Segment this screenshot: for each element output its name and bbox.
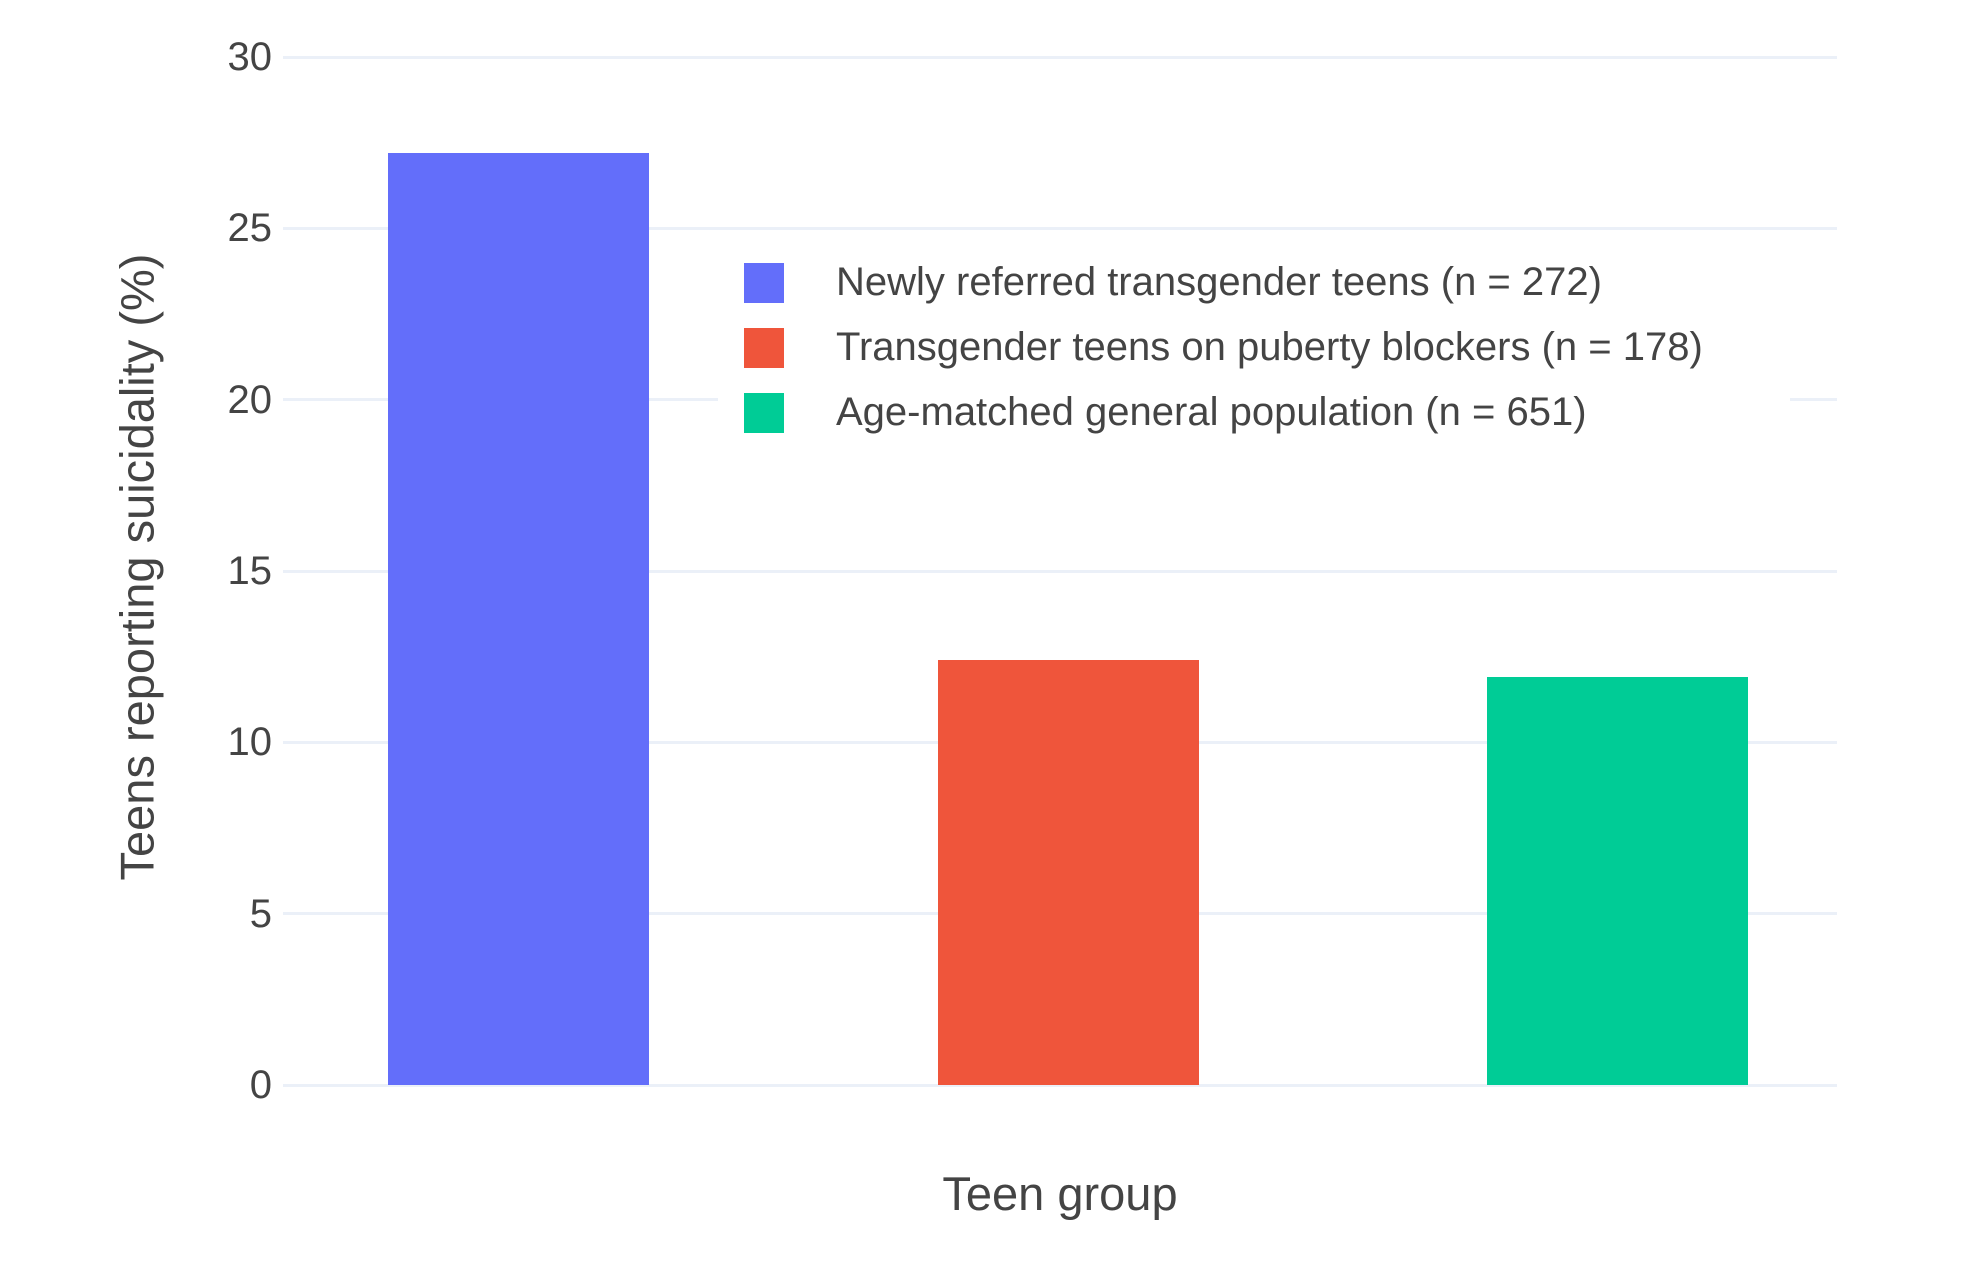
legend-item-0[interactable]: Newly referred transgender teens (n = 27…	[744, 250, 1790, 315]
y-tick-label: 30	[227, 35, 273, 79]
bar-2[interactable]	[1487, 677, 1748, 1085]
legend-label: Newly referred transgender teens (n = 27…	[836, 260, 1602, 304]
legend-swatch-icon	[744, 327, 784, 368]
y-tick-label: 20	[227, 377, 273, 422]
gridline	[283, 55, 1837, 59]
legend: Newly referred transgender teens (n = 27…	[718, 241, 1790, 457]
y-tick-label: 10	[227, 720, 273, 765]
bar-1[interactable]	[938, 660, 1199, 1085]
legend-swatch-icon	[744, 262, 784, 303]
legend-swatch-icon	[744, 392, 784, 433]
y-tick-label: 25	[227, 206, 273, 251]
gridline	[283, 1083, 1837, 1087]
plot-area	[283, 55, 1837, 1087]
y-tick-label: 0	[249, 1063, 272, 1107]
legend-label: Age-matched general population (n = 651)	[836, 390, 1587, 434]
y-tick-label: 15	[227, 549, 273, 593]
y-tick-label: 5	[249, 891, 272, 936]
legend-label: Transgender teens on puberty blockers (n…	[836, 325, 1703, 369]
legend-item-1[interactable]: Transgender teens on puberty blockers (n…	[744, 315, 1790, 380]
gridline	[283, 569, 1837, 573]
y-axis-tick-labels: 0 5 10 15 20 25 30	[0, 37, 273, 1105]
x-axis-title: Teen group	[942, 1167, 1178, 1220]
legend-item-2[interactable]: Age-matched general population (n = 651)	[744, 380, 1790, 445]
bar-0[interactable]	[388, 152, 649, 1085]
gridline	[283, 226, 1837, 230]
